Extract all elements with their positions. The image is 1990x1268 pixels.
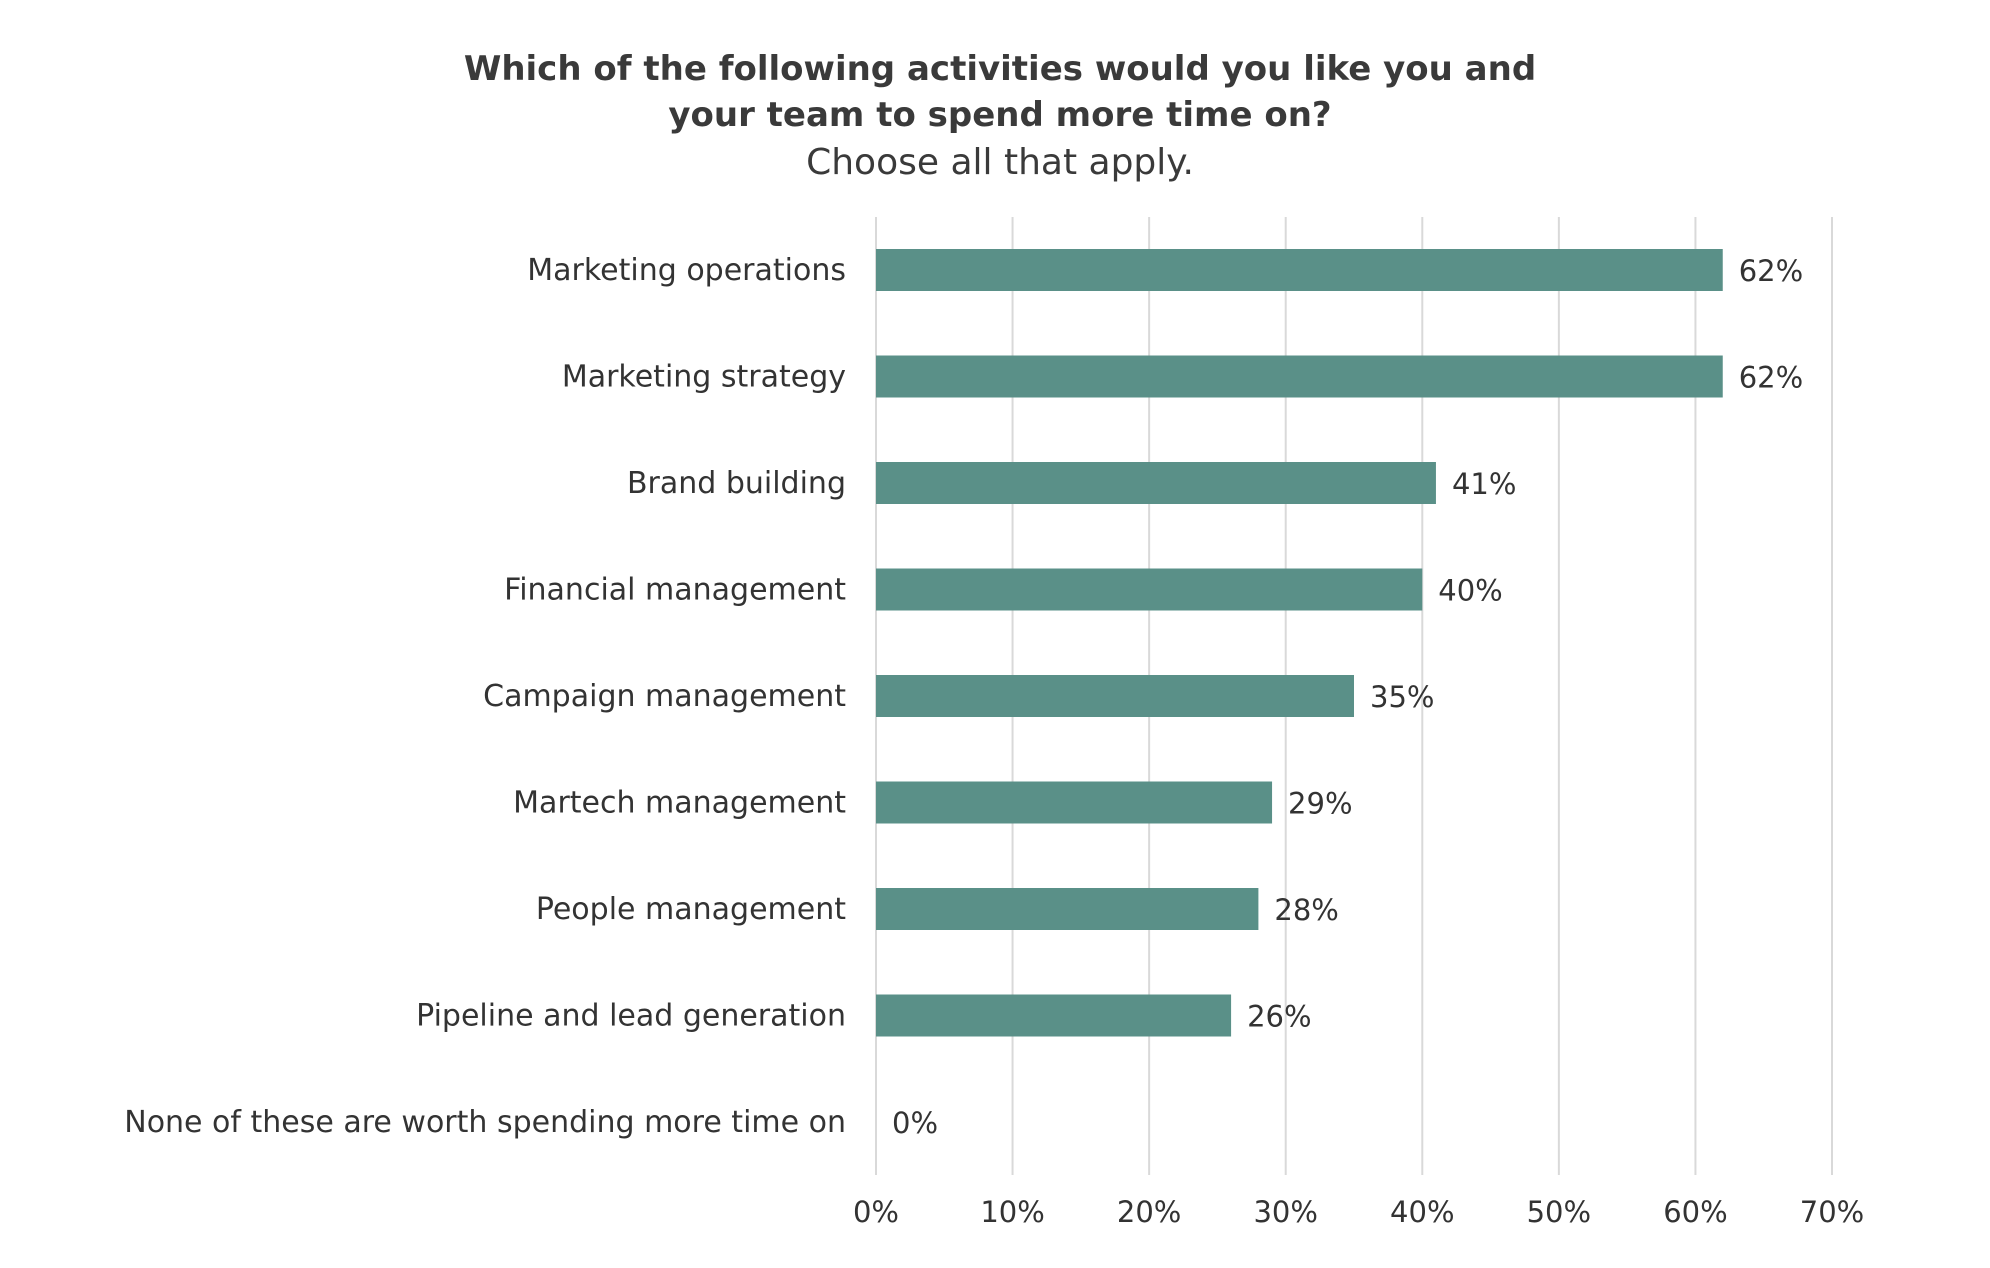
data-label: 62% [1739,254,1803,288]
value-labels: 62% 62% 41% 40% 35% 29% 28% 26% 0% [892,254,1803,1140]
bar [876,994,1232,1037]
chart-title-line-1: Which of the following activities would … [464,49,1536,89]
x-tick-label: 70% [1800,1195,1864,1229]
bar [876,781,1273,824]
category-label: Brand building [627,466,846,501]
bar [876,355,1723,398]
bar [876,462,1436,504]
x-tick-label: 50% [1527,1195,1591,1229]
category-label: Campaign management [483,679,846,714]
category-label: People management [536,892,846,927]
chart-subtitle: Choose all that apply. [806,142,1194,183]
bar [876,568,1423,611]
data-label: 29% [1288,787,1352,821]
x-tick-label: 60% [1663,1195,1727,1229]
x-tick-label: 30% [1253,1195,1317,1229]
category-label: Marketing operations [527,253,846,288]
bars [876,249,1723,1037]
chart-title-line-2: your team to spend more time on? [668,95,1331,135]
x-tick-label: 40% [1390,1195,1454,1229]
data-label: 0% [892,1106,938,1140]
data-label: 28% [1274,893,1338,927]
x-tick-label: 20% [1117,1195,1181,1229]
category-label: Financial management [504,573,846,608]
data-label: 62% [1739,361,1803,395]
category-label: Marketing strategy [562,360,846,395]
data-label: 26% [1247,1000,1311,1034]
category-label: Martech management [513,786,846,821]
x-axis-tick-labels: 0% 10% 20% 30% 40% 50% 60% 70% [853,1195,1864,1229]
data-label: 41% [1452,467,1516,501]
x-tick-label: 0% [853,1195,899,1229]
x-tick-label: 10% [980,1195,1044,1229]
bar [876,249,1723,291]
category-label: Pipeline and lead generation [416,999,846,1034]
category-labels: Marketing operations Marketing strategy Br… [124,253,846,1140]
category-label: None of these are worth spending more ti… [124,1105,846,1140]
data-label: 35% [1370,680,1434,714]
data-label: 40% [1438,574,1502,608]
bar [876,675,1354,717]
bar [876,888,1259,930]
